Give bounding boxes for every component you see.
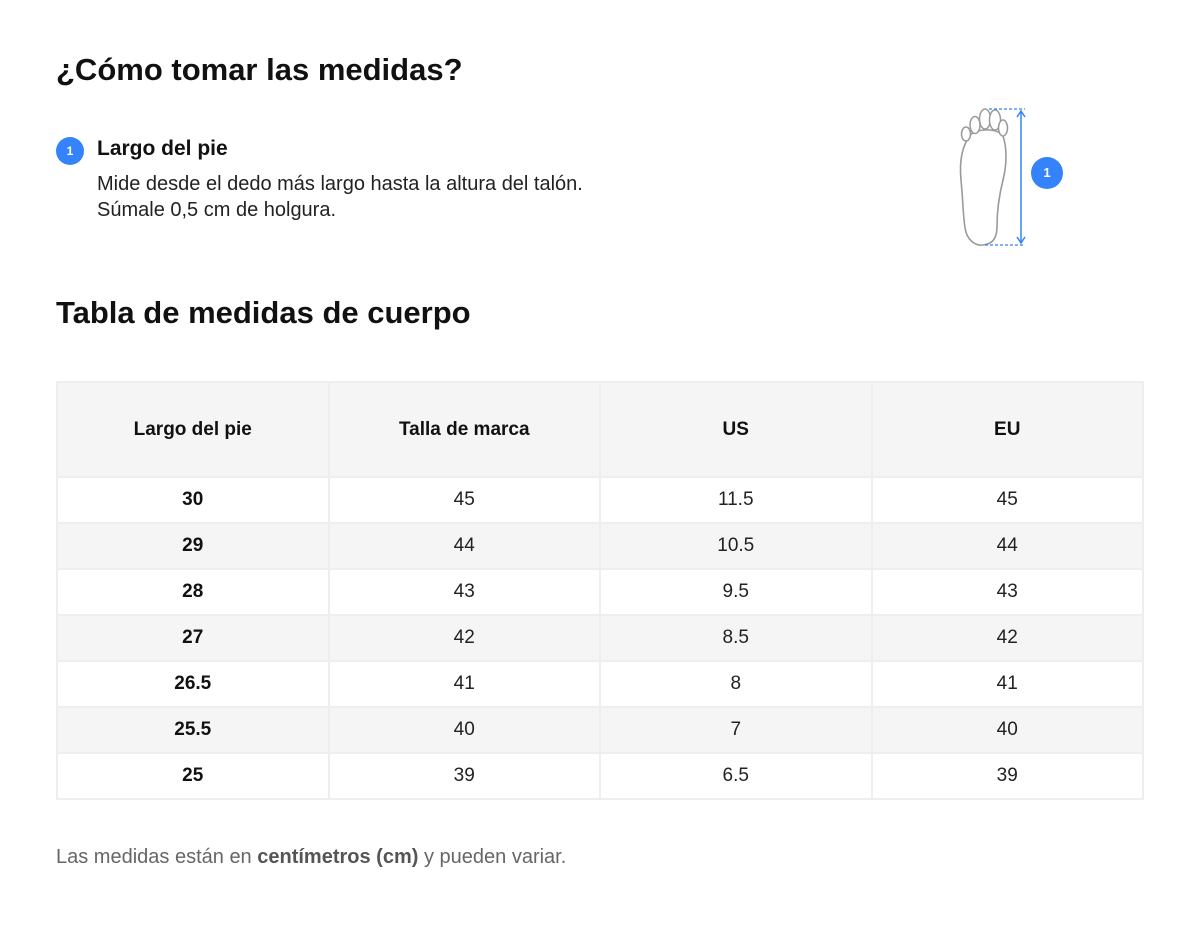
cell-us: 9.5 [599, 568, 873, 616]
cell-foot-length: 26.5 [56, 660, 330, 708]
cell-us: 8 [599, 660, 873, 708]
step-description: Mide desde el dedo más largo hasta la al… [97, 173, 583, 221]
footnote-suffix: y pueden variar. [418, 846, 567, 868]
cell-brand-size: 40 [327, 706, 601, 754]
step-title: Largo del pie [97, 137, 228, 160]
cell-eu: 43 [870, 568, 1144, 616]
cell-brand-size: 39 [327, 752, 601, 800]
cell-eu: 39 [870, 752, 1144, 800]
table-heading: Tabla de medidas de cuerpo [56, 295, 471, 330]
cell-brand-size: 44 [327, 522, 601, 570]
table-row: 26.5 41 8 41 [56, 660, 1144, 708]
cell-brand-size: 45 [327, 476, 601, 524]
cell-us: 6.5 [599, 752, 873, 800]
cell-brand-size: 42 [327, 614, 601, 662]
cell-foot-length: 29 [56, 522, 330, 570]
table-row: 29 44 10.5 44 [56, 522, 1144, 570]
cell-us: 11.5 [599, 476, 873, 524]
cell-brand-size: 43 [327, 568, 601, 616]
measure-badge: 1 [1031, 157, 1063, 189]
table-row: 27 42 8.5 42 [56, 614, 1144, 662]
foot-illustration: 1 [945, 100, 1075, 255]
foot-icon [959, 108, 1026, 246]
table-row: 25.5 40 7 40 [56, 706, 1144, 754]
table-row: 30 45 11.5 45 [56, 476, 1144, 524]
step-number-badge: 1 [56, 137, 84, 165]
cell-foot-length: 27 [56, 614, 330, 662]
cell-foot-length: 28 [56, 568, 330, 616]
cell-us: 7 [599, 706, 873, 754]
cell-brand-size: 41 [327, 660, 601, 708]
cell-eu: 40 [870, 706, 1144, 754]
table-row: 25 39 6.5 39 [56, 752, 1144, 800]
footnote-units: centímetros (cm) [257, 846, 419, 868]
cell-eu: 45 [870, 476, 1144, 524]
header-us: US [599, 381, 873, 478]
cell-foot-length: 25 [56, 752, 330, 800]
cell-eu: 42 [870, 614, 1144, 662]
cell-us: 8.5 [599, 614, 873, 662]
cell-foot-length: 25.5 [56, 706, 330, 754]
units-footnote: Las medidas están en centímetros (cm) y … [56, 846, 566, 869]
cell-eu: 44 [870, 522, 1144, 570]
header-foot-length: Largo del pie [56, 381, 330, 478]
cell-foot-length: 30 [56, 476, 330, 524]
size-table: Largo del pie Talla de marca US EU 30 45… [56, 381, 1144, 800]
measure-heading: ¿Cómo tomar las medidas? [56, 52, 463, 87]
footnote-prefix: Las medidas están en [56, 846, 258, 868]
cell-us: 10.5 [599, 522, 873, 570]
header-brand-size: Talla de marca [327, 381, 601, 478]
table-header-row: Largo del pie Talla de marca US EU [56, 381, 1144, 478]
table-row: 28 43 9.5 43 [56, 568, 1144, 616]
cell-eu: 41 [870, 660, 1144, 708]
header-eu: EU [870, 381, 1144, 478]
